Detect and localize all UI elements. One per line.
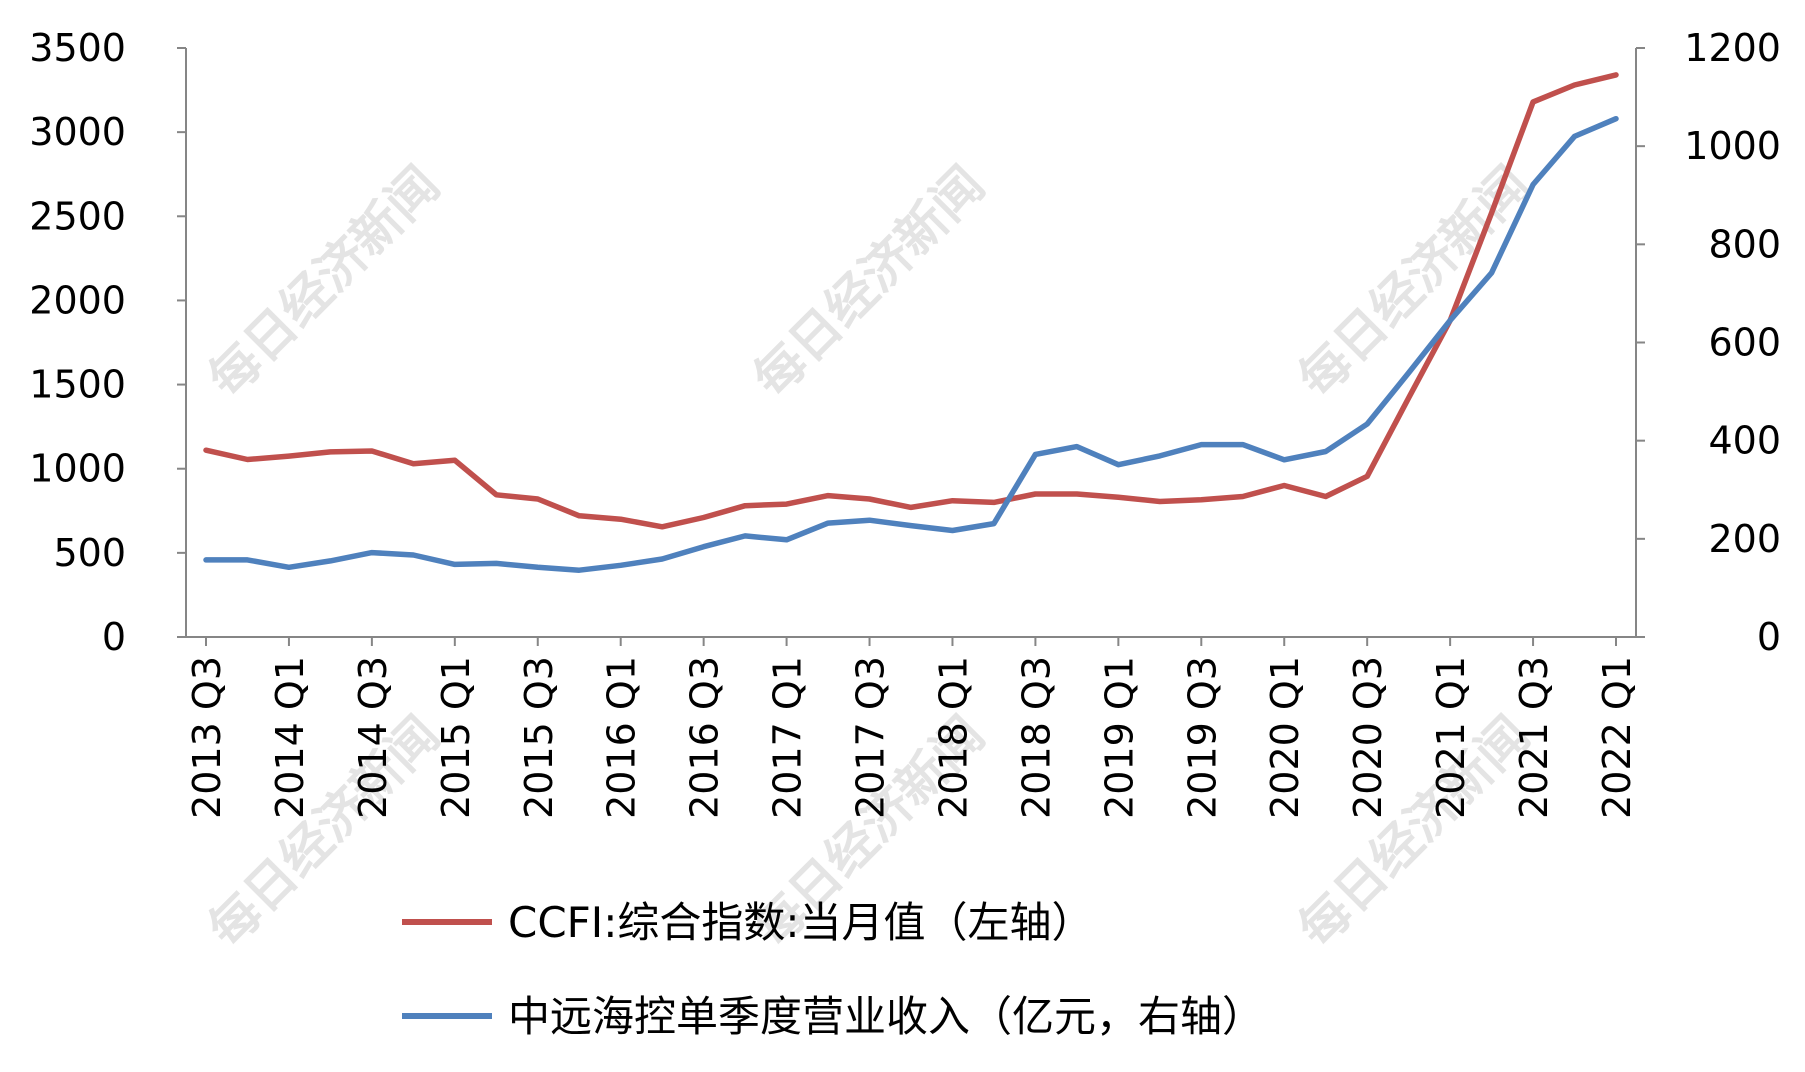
x-tick-label-2016-q3: 2016 Q3	[683, 656, 727, 819]
series-lines	[203, 72, 1619, 573]
right-y-tick-label-600: 600	[1708, 321, 1781, 365]
x-tick-label-2020-q3: 2020 Q3	[1346, 656, 1390, 819]
left-y-tick-labels: 0 500 1000 1500 2000 2500 3000 3500	[29, 26, 186, 659]
right-y-tick-label-1200: 1200	[1684, 26, 1781, 70]
right-y-tick-label-0: 0	[1757, 615, 1781, 659]
x-tick-labels: 2013 Q3 2014 Q1 2014 Q3 2015 Q1 2015 Q3 2016 …	[185, 637, 1639, 819]
revenue-series-line	[203, 115, 1619, 573]
x-tick-label-2022-q1: 2022 Q1	[1595, 656, 1639, 819]
x-tick-label-2015-q3: 2015 Q3	[517, 656, 561, 819]
right-y-tick-label-1000: 1000	[1684, 124, 1781, 168]
left-y-tick-label-1500: 1500	[29, 363, 126, 407]
x-tick-label-2017-q3: 2017 Q3	[849, 656, 893, 819]
x-tick-label-2020-q1: 2020 Q1	[1263, 656, 1307, 819]
x-tick-label-2019-q3: 2019 Q3	[1180, 656, 1224, 819]
x-tick-label-2013-q3: 2013 Q3	[185, 656, 229, 819]
left-y-tick-label-0: 0	[102, 615, 126, 659]
left-y-tick-label-1000: 1000	[29, 447, 126, 491]
x-tick-label-2019-q1: 2019 Q1	[1097, 656, 1141, 819]
watermark-text: 每日经济新闻	[1287, 705, 1540, 958]
x-tick-label-2014-q3: 2014 Q3	[351, 656, 395, 819]
right-y-tick-label-400: 400	[1708, 419, 1781, 463]
x-tick-label-2018-q3: 2018 Q3	[1014, 656, 1058, 819]
left-y-tick-label-3500: 3500	[29, 26, 126, 70]
left-y-tick-label-3000: 3000	[29, 110, 126, 154]
right-y-tick-label-800: 800	[1708, 222, 1781, 266]
legend: CCFI:综合指数:当月值（左轴） 中远海控单季度营业收入（亿元，右轴）	[402, 898, 1264, 1041]
left-y-tick-label-500: 500	[53, 531, 126, 575]
x-tick-label-2014-q1: 2014 Q1	[268, 656, 312, 819]
x-tick-label-2021-q1: 2021 Q1	[1429, 656, 1473, 819]
x-tick-label-2016-q1: 2016 Q1	[600, 656, 644, 819]
legend-revenue-label: 中远海控单季度营业收入（亿元，右轴）	[508, 992, 1264, 1041]
right-y-tick-label-200: 200	[1708, 517, 1781, 561]
watermark-text: 每日经济新闻	[1287, 155, 1540, 408]
watermark-text: 每日经济新闻	[742, 155, 995, 408]
x-tick-label-2018-q1: 2018 Q1	[931, 656, 975, 819]
watermark-text: 每日经济新闻	[197, 155, 450, 408]
legend-ccfi-label: CCFI:综合指数:当月值（左轴）	[508, 898, 1094, 947]
x-tick-label-2015-q1: 2015 Q1	[434, 656, 478, 819]
ccfi-series-line	[203, 72, 1619, 530]
x-tick-label-2021-q3: 2021 Q3	[1512, 656, 1556, 819]
axes	[185, 48, 1637, 638]
left-y-tick-label-2000: 2000	[29, 278, 126, 322]
left-y-tick-label-2500: 2500	[29, 194, 126, 238]
right-y-tick-labels: 0 200 400 600 800 1000 1200	[1636, 26, 1781, 659]
x-tick-label-2017-q1: 2017 Q1	[766, 656, 810, 819]
